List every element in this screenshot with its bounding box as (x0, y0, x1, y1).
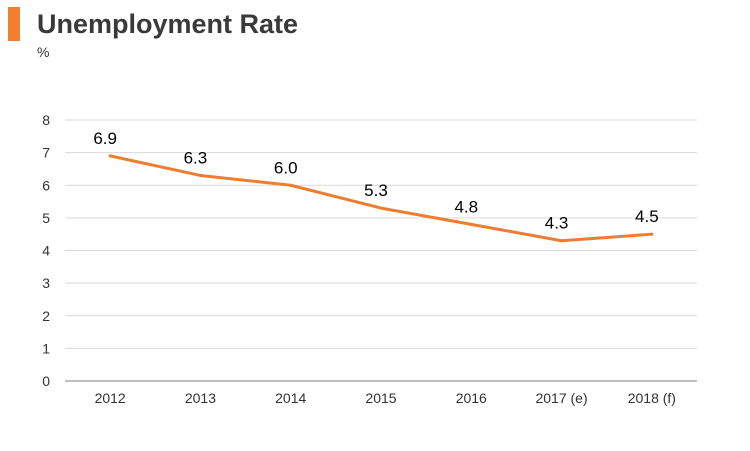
data-label: 6.9 (93, 129, 117, 148)
y-tick-label: 4 (42, 243, 50, 259)
data-label: 5.3 (364, 181, 388, 200)
data-point (379, 206, 383, 210)
data-point (289, 183, 293, 187)
data-label: 4.3 (545, 214, 569, 233)
data-label: 4.8 (454, 197, 478, 216)
y-tick-label: 0 (42, 373, 50, 389)
data-point (198, 173, 202, 177)
y-tick-label: 8 (42, 112, 50, 128)
data-point (560, 239, 564, 243)
x-tick-label: 2016 (456, 390, 487, 406)
data-point (650, 232, 654, 236)
y-tick-label: 7 (42, 145, 50, 161)
x-tick-label: 2017 (e) (535, 390, 587, 406)
data-label: 6.3 (184, 148, 208, 167)
x-tick-label: 2018 (f) (628, 390, 676, 406)
data-point (108, 154, 112, 158)
data-point (469, 222, 473, 226)
x-tick-label: 2014 (275, 390, 306, 406)
data-label: 4.5 (635, 207, 659, 226)
chart-title: Unemployment Rate (37, 9, 299, 39)
unit-label: % (37, 44, 50, 60)
x-tick-label: 2013 (185, 390, 216, 406)
title-accent-bar (8, 7, 20, 41)
y-tick-label: 2 (42, 308, 50, 324)
y-tick-label: 3 (42, 275, 50, 291)
y-tick-label: 1 (42, 340, 50, 356)
x-tick-label: 2015 (365, 390, 396, 406)
y-tick-label: 5 (42, 210, 50, 226)
x-tick-label: 2012 (95, 390, 126, 406)
y-tick-label: 6 (42, 177, 50, 193)
data-label: 6.0 (274, 158, 298, 177)
